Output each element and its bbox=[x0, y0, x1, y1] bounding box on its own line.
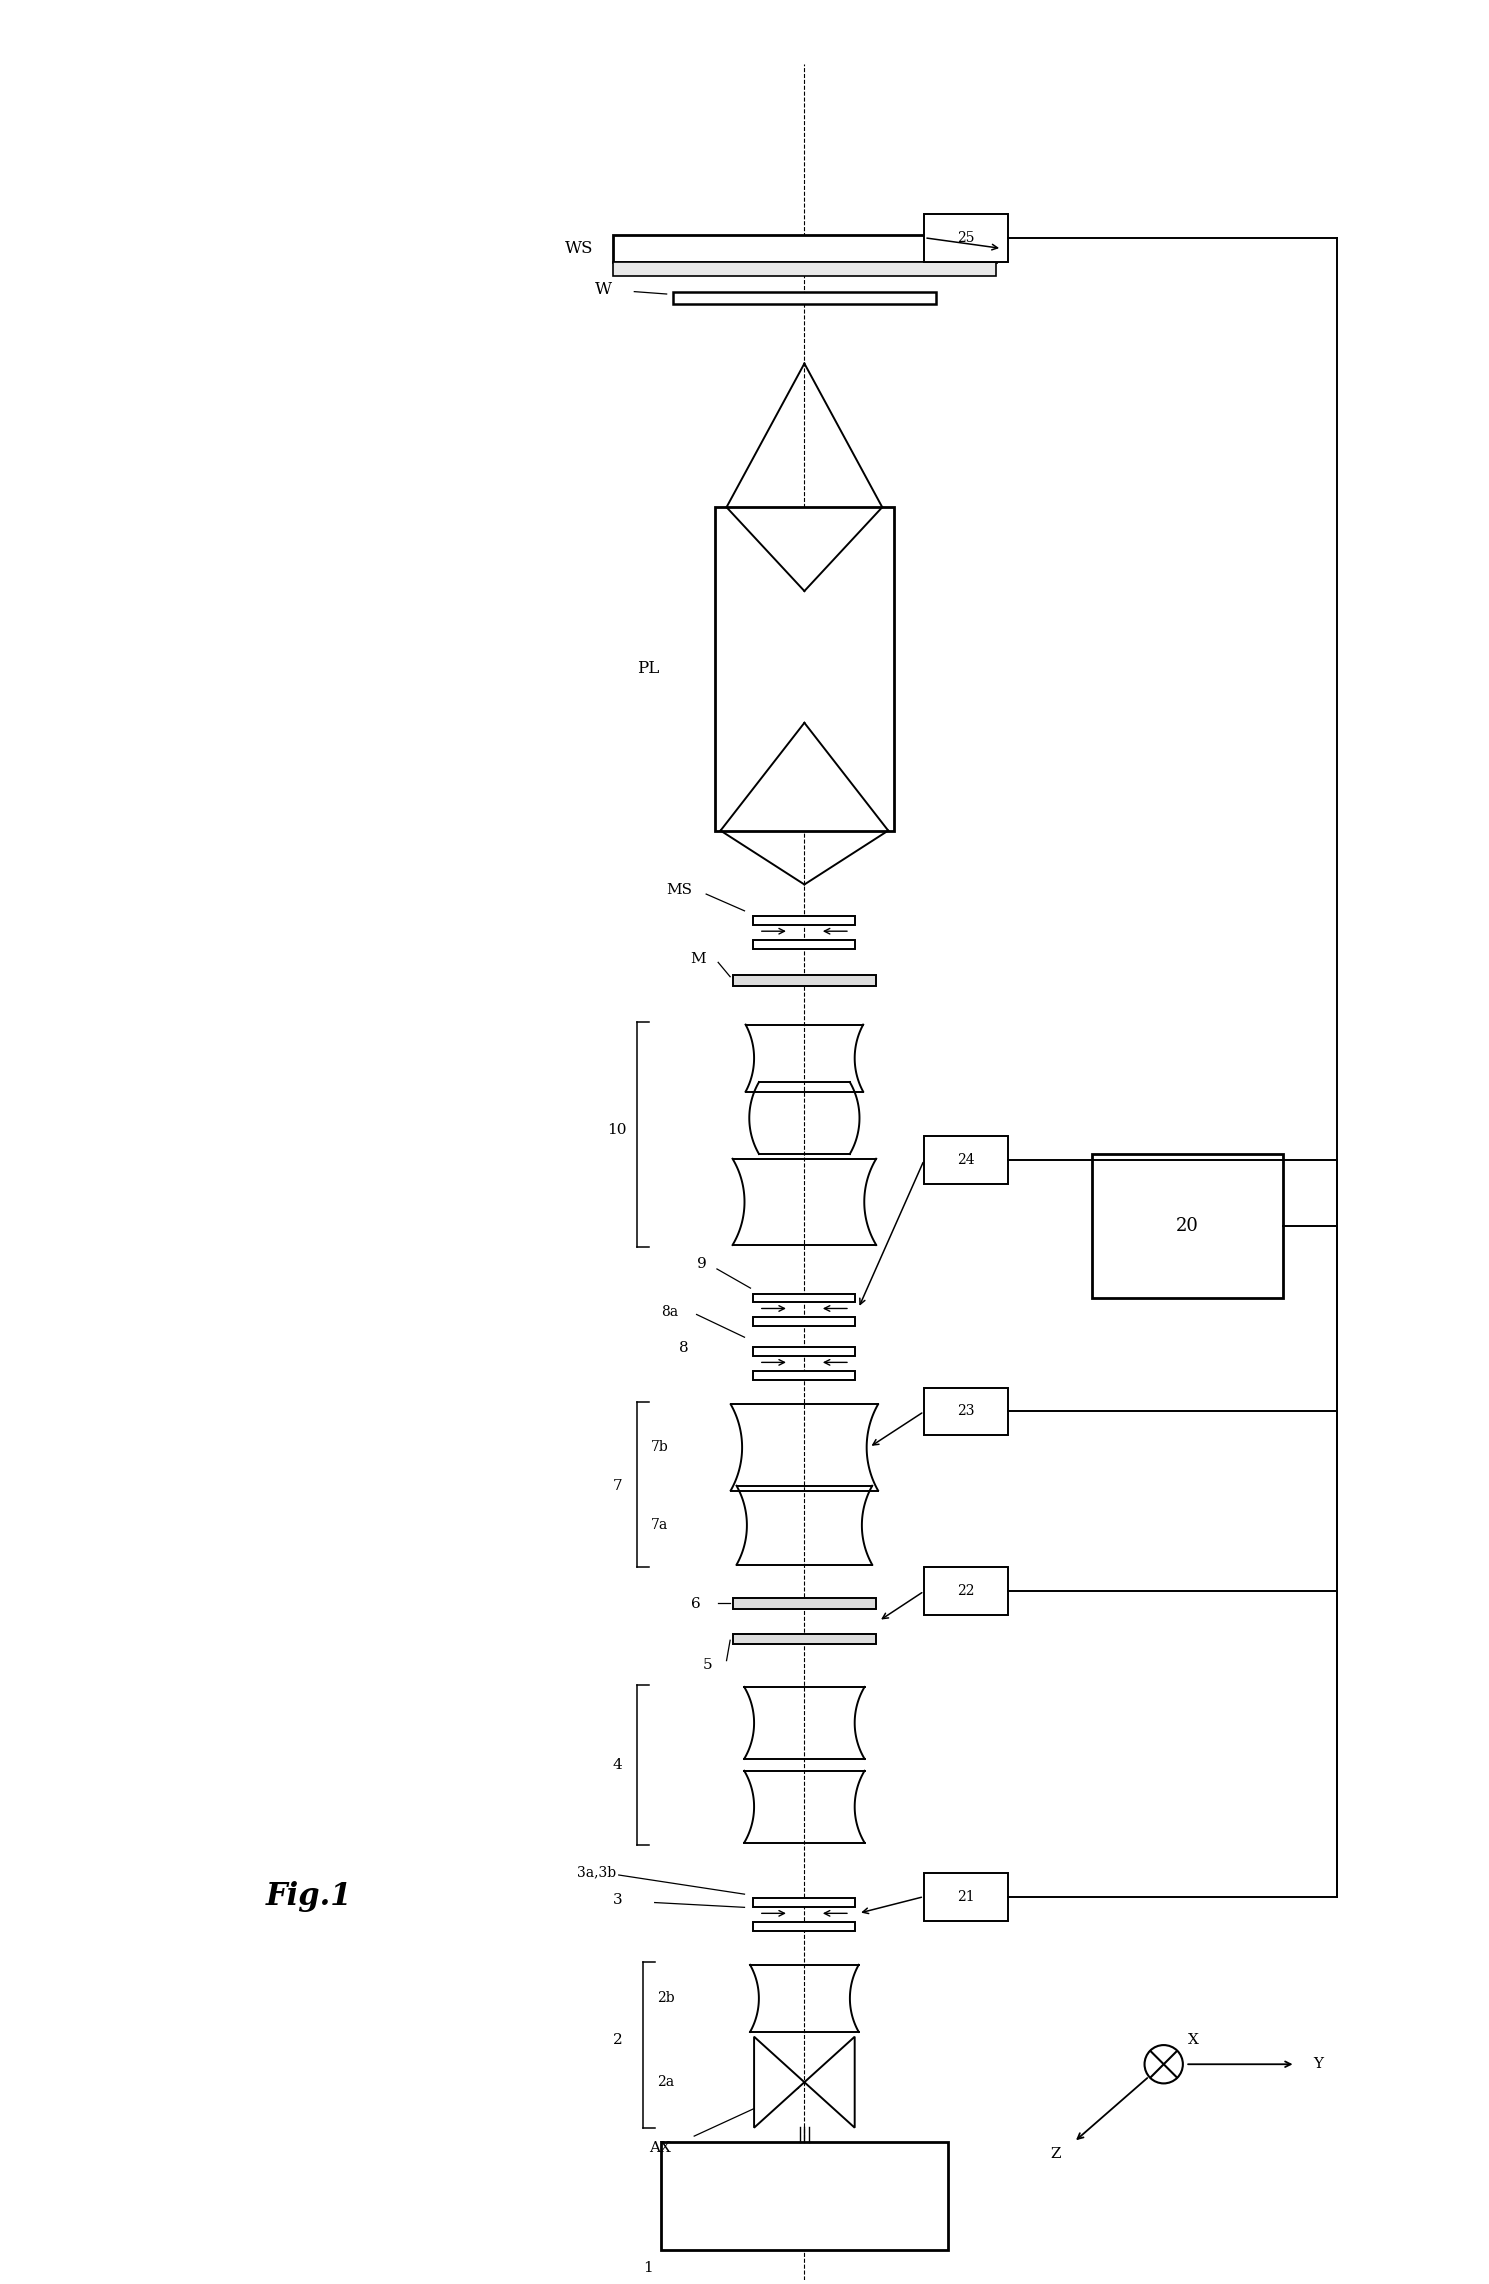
Bar bbox=[753, 1370, 855, 1380]
Bar bbox=[753, 1898, 855, 1907]
Bar bbox=[715, 507, 895, 831]
Bar bbox=[613, 235, 996, 263]
Text: 10: 10 bbox=[606, 1124, 627, 1137]
Text: 7a: 7a bbox=[651, 1519, 669, 1533]
Text: Y: Y bbox=[1313, 2058, 1324, 2072]
Bar bbox=[733, 975, 876, 987]
Text: 8: 8 bbox=[679, 1341, 688, 1354]
Text: AX: AX bbox=[649, 2140, 670, 2156]
Text: 21: 21 bbox=[957, 1889, 975, 1903]
Bar bbox=[753, 1348, 855, 1357]
Text: Fig.1: Fig.1 bbox=[265, 1882, 351, 1912]
Text: 25: 25 bbox=[957, 231, 975, 244]
Bar bbox=[925, 1567, 1008, 1615]
Bar bbox=[753, 941, 855, 948]
Text: 2a: 2a bbox=[657, 2076, 675, 2090]
Text: 2: 2 bbox=[613, 2033, 622, 2046]
Text: 7b: 7b bbox=[651, 1441, 669, 1455]
Text: W: W bbox=[594, 281, 612, 297]
Bar bbox=[925, 215, 1008, 263]
Text: 20: 20 bbox=[1176, 1217, 1199, 1236]
Text: 24: 24 bbox=[957, 1153, 975, 1167]
Bar bbox=[925, 1389, 1008, 1434]
Text: WS: WS bbox=[564, 240, 593, 258]
Text: 4: 4 bbox=[613, 1759, 622, 1772]
Text: 1: 1 bbox=[643, 2261, 652, 2275]
Text: 7: 7 bbox=[613, 1480, 622, 1494]
Text: M: M bbox=[691, 952, 706, 966]
Bar bbox=[753, 1293, 855, 1302]
Text: 23: 23 bbox=[957, 1405, 975, 1418]
Text: 9: 9 bbox=[697, 1256, 706, 1272]
Text: 8a: 8a bbox=[661, 1304, 677, 1320]
Text: 22: 22 bbox=[957, 1585, 975, 1599]
Polygon shape bbox=[804, 2037, 855, 2129]
Bar bbox=[733, 1633, 876, 1644]
Text: X: X bbox=[1188, 2033, 1199, 2046]
Text: MS: MS bbox=[667, 884, 692, 898]
Text: 6: 6 bbox=[691, 1597, 700, 1610]
Bar bbox=[753, 1318, 855, 1325]
Text: 5: 5 bbox=[703, 1658, 712, 1672]
Text: Z: Z bbox=[1050, 2147, 1060, 2161]
Text: PL: PL bbox=[637, 660, 660, 678]
Bar bbox=[661, 2142, 948, 2250]
Bar bbox=[613, 263, 996, 276]
Bar bbox=[925, 1873, 1008, 1921]
Polygon shape bbox=[753, 2037, 804, 2129]
Text: 3a,3b: 3a,3b bbox=[576, 1866, 616, 1880]
Bar bbox=[753, 1923, 855, 1930]
Bar bbox=[753, 916, 855, 925]
Text: 2b: 2b bbox=[657, 1992, 675, 2005]
Bar bbox=[1091, 1153, 1284, 1297]
Bar bbox=[733, 1599, 876, 1608]
Bar bbox=[925, 1135, 1008, 1183]
Bar bbox=[673, 292, 937, 304]
Text: 3: 3 bbox=[613, 1893, 622, 1907]
